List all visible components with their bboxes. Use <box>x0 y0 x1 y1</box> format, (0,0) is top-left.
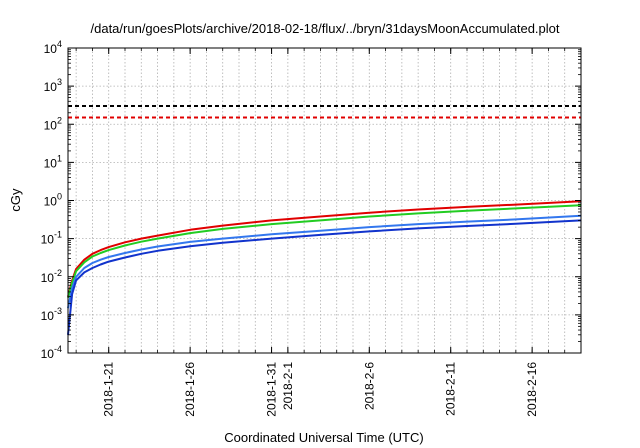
y-tick-label: 10-1 <box>41 230 62 247</box>
y-tick-label: 101 <box>44 153 62 170</box>
y-tick-label: 100 <box>44 192 62 209</box>
series-line <box>67 204 582 299</box>
y-tick-label: 10-4 <box>41 344 62 361</box>
x-tick-label: 2018-2-11 <box>444 362 458 416</box>
grid <box>68 48 581 353</box>
y-tick-label: 104 <box>44 39 62 56</box>
y-tick-labels: 10-4 10-3 10-2 10-1 100 101 102 103 104 <box>41 39 62 361</box>
chart-title: /data/run/goesPlots/archive/2018-02-18/f… <box>91 21 560 36</box>
reference-lines <box>68 105 581 119</box>
x-tick-label: 2018-1-26 <box>183 362 197 417</box>
x-tick-label: 2018-1-21 <box>102 362 116 417</box>
y-tick-label: 102 <box>44 115 62 132</box>
x-tick-label: 2018-2-16 <box>525 362 539 417</box>
y-tick-label: 103 <box>44 77 62 94</box>
y-tick-label: 10-2 <box>41 268 62 285</box>
ticks <box>68 47 581 354</box>
x-tick-labels: 2018-1-21 2018-1-26 2018-1-31 2018-2-1 2018-… <box>102 362 539 417</box>
series-line <box>67 214 582 309</box>
x-tick-label: 2018-2-1 <box>281 362 295 410</box>
series-line <box>67 219 582 335</box>
x-axis-label: Coordinated Universal Time (UTC) <box>224 430 423 445</box>
x-tick-label: 2018-1-31 <box>265 362 279 417</box>
y-axis-label: cGy <box>8 188 23 212</box>
y-tick-label: 10-3 <box>41 306 62 323</box>
series-line <box>67 200 582 297</box>
series-group <box>67 200 582 335</box>
x-tick-label: 2018-2-6 <box>362 362 376 410</box>
